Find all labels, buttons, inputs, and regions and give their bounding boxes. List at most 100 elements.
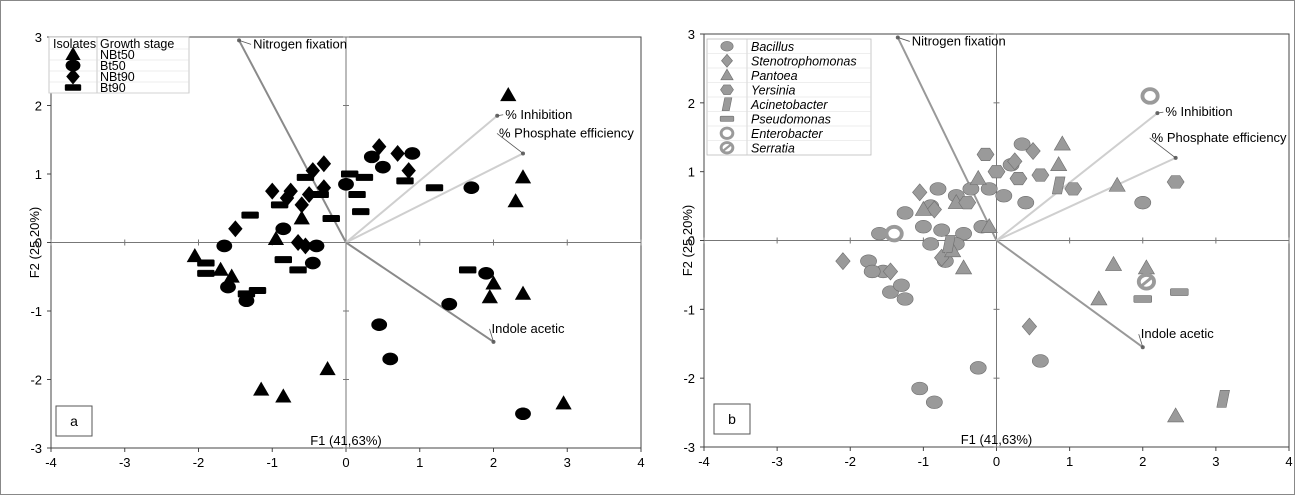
- data-point-triangle: [555, 395, 572, 410]
- data-point-circle-shape: [914, 220, 932, 234]
- data-point-circle: [911, 381, 929, 396]
- x-tick-label: 3: [564, 455, 571, 470]
- data-point-circle: [896, 206, 914, 220]
- y-tick-label: -2: [683, 371, 695, 386]
- data-point-rect-shape: [274, 256, 293, 264]
- data-point-circle: [955, 226, 972, 241]
- data-point-circle-shape: [371, 318, 388, 332]
- legend-marker-slashring-shape: [719, 141, 735, 155]
- data-point-triangle-shape: [954, 259, 973, 275]
- x-tick-label: 1: [416, 455, 423, 470]
- legend-marker-ring-shape: [719, 126, 735, 140]
- vector-leader: [496, 133, 524, 154]
- data-point-parallelogram-shape: [1051, 176, 1066, 195]
- data-point-circle: [896, 292, 914, 306]
- legend-label: Bt90: [100, 81, 126, 95]
- y-tick-label: 3: [688, 27, 695, 42]
- data-point-triangle: [319, 361, 336, 376]
- x-tick-label: 3: [1212, 454, 1219, 469]
- data-point-diamond-shape: [1021, 317, 1038, 336]
- data-point-circle-shape: [374, 160, 391, 174]
- data-point-circle-shape: [1134, 195, 1152, 210]
- legend-label: Pantoea: [751, 69, 798, 83]
- data-point-circle-shape: [275, 222, 292, 236]
- data-point-circle-shape: [382, 352, 399, 366]
- data-point-diamond: [294, 196, 309, 214]
- vector-label: % Phosphate efficiency: [1152, 130, 1287, 145]
- data-point-diamond: [228, 220, 243, 238]
- y-axis-label: F2 (25,20%): [680, 205, 695, 277]
- data-point-diamond-shape: [390, 144, 405, 162]
- data-point-circle-shape: [863, 264, 881, 279]
- x-tick-label: 4: [637, 455, 644, 470]
- legend-marker-parallelogram-shape: [721, 97, 733, 112]
- vector-line: [995, 112, 1158, 242]
- data-point-circle: [374, 160, 391, 174]
- data-point-triangle-shape: [1137, 259, 1156, 275]
- legend-marker-diamond-shape: [721, 53, 733, 68]
- data-point-diamond-shape: [912, 183, 928, 202]
- data-point-rect: [197, 269, 215, 277]
- vector-label: Indole acetic: [1141, 326, 1214, 341]
- panel-label-box: [713, 403, 751, 435]
- data-point-circle-shape: [363, 150, 380, 164]
- y-tick-label: -3: [30, 441, 42, 456]
- data-point-triangle-shape: [500, 87, 517, 102]
- legend-marker-rect-shape: [64, 84, 82, 91]
- data-point-triangle-shape: [481, 289, 498, 304]
- data-point-rect-shape: [458, 266, 477, 274]
- data-point-triangle-shape: [186, 247, 203, 263]
- data-point-diamond: [298, 237, 313, 255]
- x-tick-label: -3: [771, 454, 783, 469]
- data-point-circle-shape: [404, 147, 421, 160]
- vector-line: [238, 39, 347, 243]
- data-point-diamond: [390, 144, 405, 162]
- data-point-circle-shape: [995, 189, 1013, 203]
- legend-label: Acinetobacter: [750, 98, 828, 112]
- data-point-triangle-shape: [319, 361, 336, 376]
- data-point-circle-shape: [216, 239, 233, 253]
- vector-line: [896, 37, 998, 241]
- data-point-circle: [893, 278, 910, 292]
- data-point-circle: [1017, 195, 1035, 210]
- data-point-circle-shape: [478, 267, 495, 280]
- vector-line: [996, 156, 1177, 242]
- data-point-triangle-shape: [1090, 290, 1108, 306]
- data-point-triangle-shape: [267, 230, 285, 245]
- data-point-rect: [270, 201, 289, 209]
- panel-label: b: [728, 411, 736, 427]
- legend-marker-slashring-slash: [722, 143, 732, 152]
- data-point-triangle: [1108, 176, 1126, 192]
- legend-marker-triangle-shape: [720, 68, 734, 81]
- data-point-circle: [216, 239, 233, 253]
- data-point-circle-shape: [955, 226, 972, 241]
- x-axis-label: F1 (41,63%): [310, 433, 382, 448]
- x-tick-label: -4: [45, 455, 57, 470]
- data-point-rect-shape: [237, 290, 256, 298]
- data-point-rect: [289, 266, 307, 274]
- data-point-rect-shape: [197, 259, 215, 267]
- data-point-circle: [382, 352, 399, 366]
- legend-label: Serratia: [751, 141, 795, 155]
- data-point-rect: [1170, 288, 1189, 296]
- data-point-circle-shape: [896, 292, 914, 306]
- data-point-triangle-shape: [293, 210, 310, 225]
- data-point-triangle-shape: [507, 193, 524, 208]
- legend-label: Yersinia: [751, 83, 796, 97]
- vector-line: [995, 239, 1144, 348]
- data-point-diamond-shape: [1025, 142, 1041, 160]
- data-point-triangle: [914, 200, 932, 216]
- data-point-rect-shape: [197, 269, 215, 277]
- y-tick-label: 3: [35, 30, 42, 45]
- data-point-triangle-shape: [1167, 407, 1185, 423]
- data-point-rect-shape: [425, 184, 444, 192]
- x-tick-label: 0: [342, 455, 349, 470]
- data-point-diamond-shape: [401, 162, 416, 180]
- data-point-triangle-shape: [980, 218, 998, 233]
- data-point-hexagon: [987, 165, 1006, 179]
- data-point-diamond-shape: [316, 155, 332, 173]
- vector-label: % Inhibition: [505, 107, 572, 122]
- data-point-circle: [1013, 137, 1031, 151]
- legend-marker-hexagon-shape: [720, 84, 734, 95]
